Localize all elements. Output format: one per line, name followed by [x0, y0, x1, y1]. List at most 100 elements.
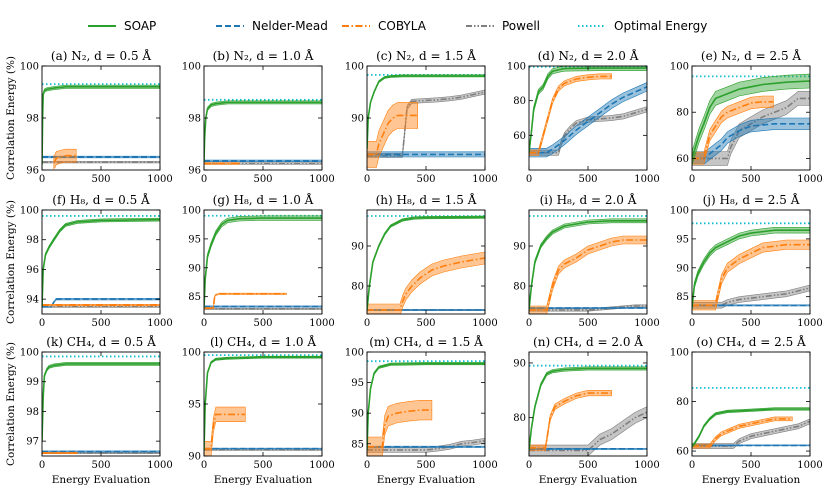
series-soap: [367, 75, 485, 150]
y-tick-label: 97: [26, 437, 39, 448]
x-tick-label: 1000: [309, 460, 334, 471]
y-tick-label: 60: [513, 131, 526, 142]
panel-title: (i) H₈, d = 2.0 Å: [540, 192, 637, 207]
panel-j: (j) H₈, d = 2.5 Å 0 500 1000 85 90 95 100: [670, 192, 823, 329]
y-tick-label: 90: [351, 114, 364, 125]
x-tick-label: 1000: [634, 460, 659, 471]
band-cobyla: [692, 416, 793, 449]
x-tick-label: 500: [91, 460, 110, 471]
y-tick-label: 98: [26, 407, 39, 418]
series-cobyla: [367, 114, 418, 156]
panel-a: (a) N₂, d = 0.5 Å 0 500 1000 96 98 100Correlat…: [5, 48, 173, 185]
band-cobyla: [204, 292, 287, 310]
y-tick-label: 100: [20, 206, 39, 217]
x-tick-label: 1000: [309, 174, 334, 185]
x-tick-label: 1000: [309, 318, 334, 329]
x-tick-label: 500: [253, 460, 272, 471]
y-tick-label: 60: [676, 447, 689, 458]
panel-title: (o) CH₄, d = 2.5 Å: [696, 334, 806, 349]
series-soap: [692, 229, 810, 309]
legend-entry-nelder-mead: Nelder-Mead: [216, 19, 328, 33]
y-tick-label: 90: [513, 242, 526, 253]
x-axis-label: Energy Evaluation: [52, 474, 151, 486]
series-soap: [529, 367, 647, 451]
panel-d: (d) N₂, d = 2.0 Å 0 500 1000 60 80 100: [507, 48, 660, 185]
series-nelder-mead: [692, 123, 810, 160]
y-tick-label: 96: [26, 166, 39, 177]
band-nelder-mead: [529, 82, 647, 158]
band-powell: [692, 418, 810, 449]
x-tick-label: 500: [741, 174, 760, 185]
y-tick-label: 80: [513, 96, 526, 107]
legend-label: COBYLA: [378, 19, 427, 33]
legend-entry-soap: SOAP: [88, 19, 156, 33]
panel-k: (k) CH₄, d = 0.5 Å 0 500 1000 97 98 99 100 Energ…: [5, 334, 173, 486]
y-tick-label: 99: [26, 377, 39, 388]
x-tick-label: 0: [526, 174, 532, 185]
band-soap: [204, 215, 322, 311]
series-nelder-mead: [529, 86, 647, 154]
x-tick-label: 0: [526, 460, 532, 471]
series-soap: [529, 220, 647, 311]
series-cobyla: [53, 154, 77, 163]
band-powell: [692, 91, 810, 166]
plot-area: [204, 98, 322, 165]
x-tick-label: 500: [253, 174, 272, 185]
plot-area: [692, 73, 810, 166]
series-soap: [42, 218, 160, 307]
panel-i: (i) H₈, d = 2.0 Å 0 500 1000 80 90: [513, 192, 659, 329]
y-axis-label: Correlation Energy (%): [5, 342, 17, 466]
series-cobyla: [529, 239, 647, 311]
y-tick-label: 80: [513, 282, 526, 293]
x-tick-label: 1000: [634, 174, 659, 185]
series-cobyla: [692, 243, 810, 307]
x-tick-label: 500: [416, 174, 435, 185]
axes-frame: [41, 351, 161, 457]
plot-area: [204, 214, 322, 311]
plot-area: [204, 354, 322, 456]
y-tick-label: 96: [188, 166, 201, 177]
x-tick-label: 1000: [634, 318, 659, 329]
panel-m: (m) CH₄, d = 1.5 Å 0 500 1000 85 90 95 100 Energ…: [345, 334, 498, 486]
plot-area: [42, 215, 160, 309]
plot-area: [42, 83, 160, 170]
series-soap: [204, 356, 322, 451]
x-tick-label: 1000: [147, 174, 172, 185]
panel-o: (o) CH₄, d = 2.5 Å 0 500 1000 60 80 100 Energy …: [670, 334, 823, 486]
plot-area: [367, 360, 485, 456]
series-powell: [367, 439, 485, 451]
y-tick-label: 80: [676, 108, 689, 119]
x-tick-label: 1000: [797, 174, 822, 185]
band-soap: [529, 218, 647, 313]
series-soap: [367, 216, 485, 311]
panel-title: (n) CH₄, d = 2.0 Å: [533, 334, 643, 349]
x-tick-label: 500: [741, 460, 760, 471]
band-soap: [204, 100, 322, 164]
legend-entry-cobyla: COBYLA: [342, 19, 427, 33]
panel-f: (f) H₈, d = 0.5 Å 0 500 1000 94 96 98 100Correl…: [5, 192, 173, 329]
x-tick-label: 0: [201, 318, 207, 329]
legend-label: Optimal Energy: [614, 19, 707, 33]
series-powell: [692, 420, 810, 447]
x-tick-label: 1000: [472, 318, 497, 329]
x-tick-label: 0: [39, 318, 45, 329]
axes-frame: [528, 209, 648, 315]
band-soap: [42, 362, 160, 443]
y-tick-label: 100: [182, 348, 201, 359]
series-cobyla: [692, 101, 774, 160]
x-tick-label: 500: [578, 318, 597, 329]
panel-l: (l) CH₄, d = 1.0 Å 0 500 1000 90 95 100 Energy …: [182, 334, 335, 486]
series-soap: [529, 67, 647, 153]
legend-entry-powell: Powell: [466, 19, 540, 33]
series-cobyla: [529, 392, 612, 449]
y-tick-label: 95: [188, 400, 201, 411]
y-tick-label: 98: [26, 235, 39, 246]
y-tick-label: 95: [351, 378, 364, 389]
axes-frame: [203, 65, 323, 171]
y-tick-label: 80: [513, 413, 526, 424]
y-tick-label: 85: [351, 439, 364, 450]
legend-label: Powell: [502, 19, 540, 33]
band-cobyla: [529, 235, 647, 314]
x-tick-label: 0: [364, 460, 370, 471]
band-soap: [692, 73, 810, 166]
